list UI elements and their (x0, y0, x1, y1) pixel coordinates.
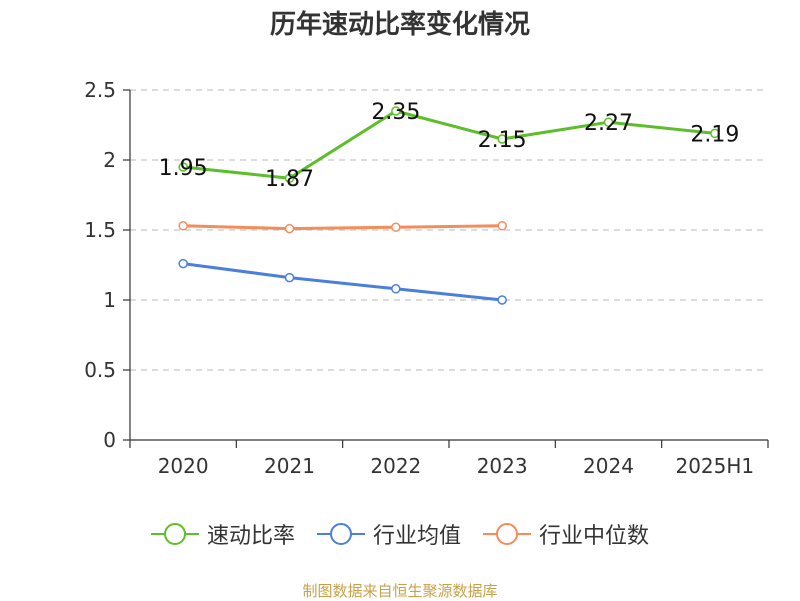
y-tick-label: 2.5 (84, 78, 116, 102)
data-point (710, 128, 720, 139)
data-point (391, 222, 401, 232)
data-point (497, 295, 507, 305)
series-line (183, 109, 715, 180)
legend-marker-industry-median (483, 522, 531, 546)
legend-label-industry-median: 行业中位数 (539, 524, 650, 549)
data-point (284, 173, 295, 183)
y-tick-label: 2 (103, 148, 116, 172)
y-tick-label: 0.5 (84, 358, 116, 382)
data-point (178, 162, 188, 172)
chart-legend: 速动比率 行业均值 行业中位数 (0, 518, 800, 550)
data-label: 2.19 (690, 122, 739, 147)
x-tick-label: 2024 (583, 454, 634, 478)
data-point (178, 221, 188, 231)
data-point (603, 117, 614, 127)
data-label: 2.15 (478, 128, 527, 153)
legend-item-quick-ratio[interactable]: 速动比率 (150, 518, 295, 550)
data-label: 1.87 (265, 167, 314, 192)
data-label: 2.27 (584, 111, 633, 136)
legend-item-industry-median[interactable]: 行业中位数 (483, 518, 649, 550)
x-tick-label: 2023 (477, 454, 528, 478)
series-line (183, 224, 503, 231)
legend-item-industry-mean[interactable]: 行业均值 (316, 518, 461, 550)
data-point (284, 272, 295, 283)
legend-label-industry-mean: 行业均值 (372, 524, 461, 549)
x-tick-label: 2025H1 (675, 454, 754, 478)
legend-marker-quick-ratio (150, 522, 199, 546)
chart-title: 历年速动比率变化情况 (269, 10, 530, 40)
data-label: 1.95 (159, 156, 208, 181)
data-label: 2.35 (371, 100, 420, 125)
legend-label-quick-ratio: 速动比率 (206, 524, 295, 549)
x-tick-label: 2022 (370, 454, 421, 478)
y-tick-label: 0 (103, 428, 116, 452)
data-point (284, 223, 295, 234)
data-point (178, 258, 188, 269)
data-point (391, 284, 401, 294)
x-tick-label: 2020 (158, 454, 209, 478)
data-point (497, 134, 507, 144)
y-tick-label: 1.5 (84, 218, 116, 242)
legend-marker-industry-mean (316, 522, 365, 546)
data-point (391, 106, 401, 116)
series-line (182, 262, 503, 302)
y-tick-label: 1 (103, 288, 116, 312)
x-tick-label: 2021 (264, 454, 315, 478)
source-note: 制图数据来自恒生聚源数据库 (302, 582, 498, 600)
data-point (497, 221, 507, 231)
